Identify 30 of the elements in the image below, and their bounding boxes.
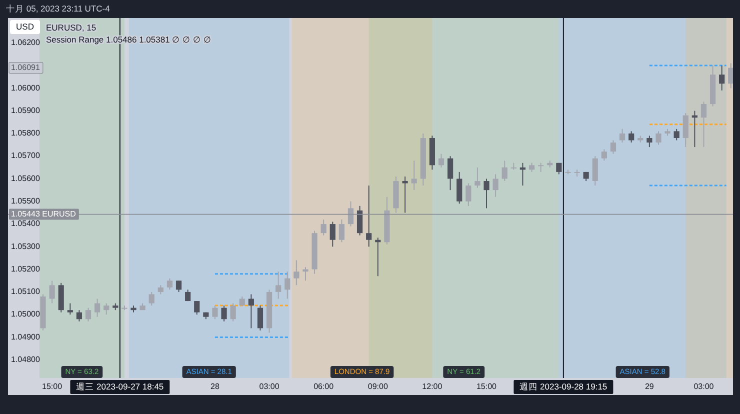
y-tick-label: 1.05000 <box>11 310 40 319</box>
y-tick-label: 1.05400 <box>11 219 40 228</box>
x-tick-label: 06:00 <box>314 382 334 392</box>
ref-line-label: 週三 2023-09-27 18:45 <box>76 381 164 392</box>
x-tick-label: 28 <box>210 382 220 392</box>
y-tick-label: 1.06200 <box>11 38 40 48</box>
ref-line-label: 1.05443 EURUSD <box>11 209 76 218</box>
x-tick-label: 15:00 <box>42 382 63 392</box>
x-tick-label: 12:00 <box>422 382 443 392</box>
y-tick-label: 1.05900 <box>11 106 40 115</box>
y-tick-label: 1.05700 <box>11 151 40 160</box>
x-tick-label: 15:00 <box>476 382 498 392</box>
x-tick-label: 29 <box>644 382 654 392</box>
y-tick-label: 1.05600 <box>11 174 40 183</box>
y-tick-label: 1.05200 <box>11 264 40 274</box>
annotation: 1.06091 <box>11 62 40 72</box>
x-tick-label: 09:00 <box>368 382 388 392</box>
x-tick-label: 03:00 <box>694 382 714 392</box>
text: 十月 05, 2023 23:11 UTC-4 <box>6 3 110 14</box>
y-tick-label: 1.04800 <box>11 354 40 364</box>
ref-line-label: 週四 2023-09-28 19:15 <box>520 381 608 392</box>
y-tick-label: 1.05500 <box>11 196 40 206</box>
y-tick-label: 1.05800 <box>11 128 40 138</box>
y-tick-label: 1.04900 <box>11 332 40 342</box>
y-tick-label: 1.05300 <box>11 242 40 251</box>
x-tick-label: 03:00 <box>259 382 280 392</box>
text: EURUSD, 15 <box>46 22 96 32</box>
y-tick-label: 1.06000 <box>11 83 40 92</box>
annotation: USD <box>16 21 34 32</box>
y-tick-label: 1.05100 <box>11 287 40 296</box>
